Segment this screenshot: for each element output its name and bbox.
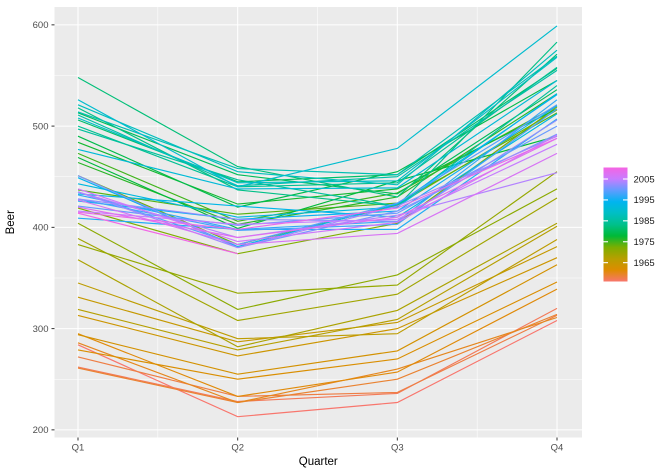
series-line-1963: [77, 264, 558, 375]
series-line-1964: [77, 257, 558, 357]
legend-colorbar: 2005 1995 1985 1975 1965: [603, 167, 655, 282]
series-line-1969: [77, 197, 558, 322]
legend-gradient-bar: [603, 167, 628, 282]
series-line-2008: [77, 137, 558, 239]
series-line-1971: [77, 188, 558, 311]
series-line-1989: [77, 56, 558, 184]
x-axis: Q1 Q2 Q3 Q4: [72, 437, 564, 454]
x-tick-label: Q3: [391, 443, 404, 454]
series-line-2005: [77, 143, 558, 225]
series-line-1988: [77, 49, 558, 186]
series-line-1965: [77, 246, 558, 343]
series-line-1959: [77, 313, 558, 404]
series-line-2010: [77, 212, 238, 255]
series-line-1985: [77, 85, 558, 207]
legend-label: 2005: [634, 174, 655, 185]
series-line-1962: [77, 281, 558, 380]
series-line-1960: [77, 316, 558, 404]
series-line-1991: [77, 80, 558, 190]
series-line-1995: [77, 105, 558, 220]
series-line-1967: [77, 225, 558, 351]
series-line-1984: [77, 66, 558, 188]
series-line-1956: [77, 319, 558, 418]
y-axis-title: Beer: [5, 210, 17, 234]
series-line-1968: [77, 222, 558, 348]
series-line-2006: [77, 134, 558, 243]
series-line-1987: [77, 55, 558, 176]
x-tick-label: Q1: [72, 443, 85, 454]
x-tick-label: Q4: [551, 443, 564, 454]
legend-labels: 2005 1995 1985 1975 1965: [634, 174, 655, 269]
series-line-1970: [77, 171, 558, 294]
y-axis: 200 300 400 500 600: [33, 20, 55, 436]
series-line-1957: [77, 307, 558, 403]
x-axis-title: Quarter: [299, 456, 338, 468]
legend-label: 1975: [634, 237, 655, 248]
legend-label: 1985: [634, 216, 655, 227]
y-tick-label: 500: [33, 121, 49, 132]
series-line-1966: [77, 239, 558, 340]
legend-label: 1965: [634, 258, 655, 269]
series-line-1990: [77, 25, 558, 188]
series-line-2009: [77, 137, 558, 230]
series-line-1958: [77, 314, 558, 397]
legend-ticks: [603, 178, 628, 264]
y-tick-label: 200: [33, 425, 49, 436]
legend-label: 1995: [634, 195, 655, 206]
y-tick-label: 300: [33, 324, 49, 335]
series-line-1993: [77, 113, 558, 218]
y-tick-label: 600: [33, 20, 49, 31]
series-lines: [77, 25, 558, 418]
x-tick-label: Q2: [231, 443, 244, 454]
y-tick-label: 400: [33, 223, 49, 234]
